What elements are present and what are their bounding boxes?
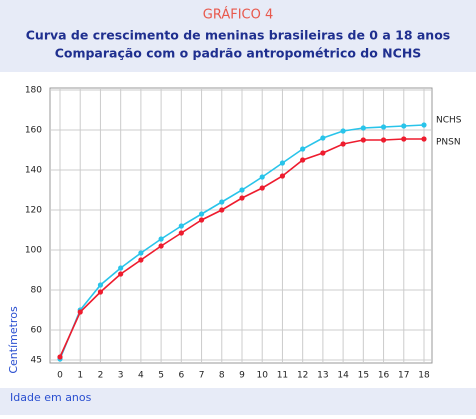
chart-header: GRÁFICO 4 [203, 7, 274, 23]
legend-label: PNSN [436, 138, 461, 148]
point [380, 124, 387, 130]
x-tick-label: 5 [158, 371, 164, 381]
point [279, 173, 286, 179]
y-tick-label: 100 [25, 246, 42, 256]
point [219, 207, 225, 213]
x-tick-label: 16 [378, 371, 390, 381]
header-band [0, 0, 476, 72]
y-tick-label: 140 [25, 166, 42, 176]
point [77, 309, 83, 315]
point [360, 125, 366, 131]
x-tick-label: 10 [256, 371, 268, 381]
point [421, 122, 427, 128]
x-tick-label: 7 [199, 371, 205, 381]
x-tick-label: 13 [317, 371, 328, 381]
x-tick-label: 3 [118, 371, 124, 381]
y-tick-label: 80 [31, 286, 43, 296]
x-tick-label: 2 [98, 371, 104, 381]
y-axis-label: Centímetros [7, 306, 20, 374]
point [320, 150, 326, 156]
point [239, 195, 245, 201]
point [138, 257, 144, 263]
point [401, 136, 407, 142]
x-tick-label: 6 [178, 371, 184, 381]
point [118, 271, 124, 277]
point [300, 157, 306, 163]
point [300, 146, 306, 152]
footer-band [0, 388, 476, 415]
point [239, 187, 245, 193]
legend-label: NCHS [436, 116, 462, 126]
point [340, 141, 346, 147]
y-tick-label: 45 [31, 356, 42, 366]
x-tick-label: 0 [57, 371, 63, 381]
point [138, 250, 144, 256]
point [158, 236, 164, 242]
plot-frame [49, 87, 433, 364]
y-tick-label: 160 [25, 126, 42, 136]
x-tick-label: 18 [418, 371, 430, 381]
point [279, 160, 286, 166]
point [97, 282, 104, 288]
x-tick-label: 4 [138, 371, 144, 381]
x-tick-label: 12 [297, 371, 308, 381]
point [97, 289, 104, 295]
point [320, 135, 326, 141]
y-tick-label: 60 [31, 326, 43, 336]
y-tick-label: 120 [25, 206, 42, 216]
point [421, 136, 427, 142]
x-tick-label: 15 [358, 371, 369, 381]
point [158, 243, 164, 249]
point [380, 137, 387, 143]
chart-title: Curva de crescimento de meninas brasilei… [26, 28, 450, 43]
x-tick-label: 8 [219, 371, 225, 381]
x-tick-label: 11 [277, 371, 288, 381]
point [340, 128, 346, 134]
x-tick-label: 14 [337, 371, 349, 381]
point [219, 199, 225, 205]
x-axis-label: Idade em anos [10, 391, 92, 404]
point [57, 354, 63, 360]
point [198, 217, 205, 223]
y-tick-label: 180 [25, 86, 42, 96]
point [360, 137, 366, 143]
point [118, 265, 124, 271]
point [178, 230, 184, 236]
x-tick-label: 9 [239, 371, 245, 381]
point [198, 211, 205, 217]
point [401, 123, 407, 129]
point [178, 223, 184, 229]
x-tick-label: 17 [398, 371, 409, 381]
point [259, 174, 265, 180]
x-tick-label: 1 [77, 371, 83, 381]
point [259, 185, 265, 191]
chart-subtitle: Comparação com o padrão antropométrico d… [55, 46, 422, 61]
